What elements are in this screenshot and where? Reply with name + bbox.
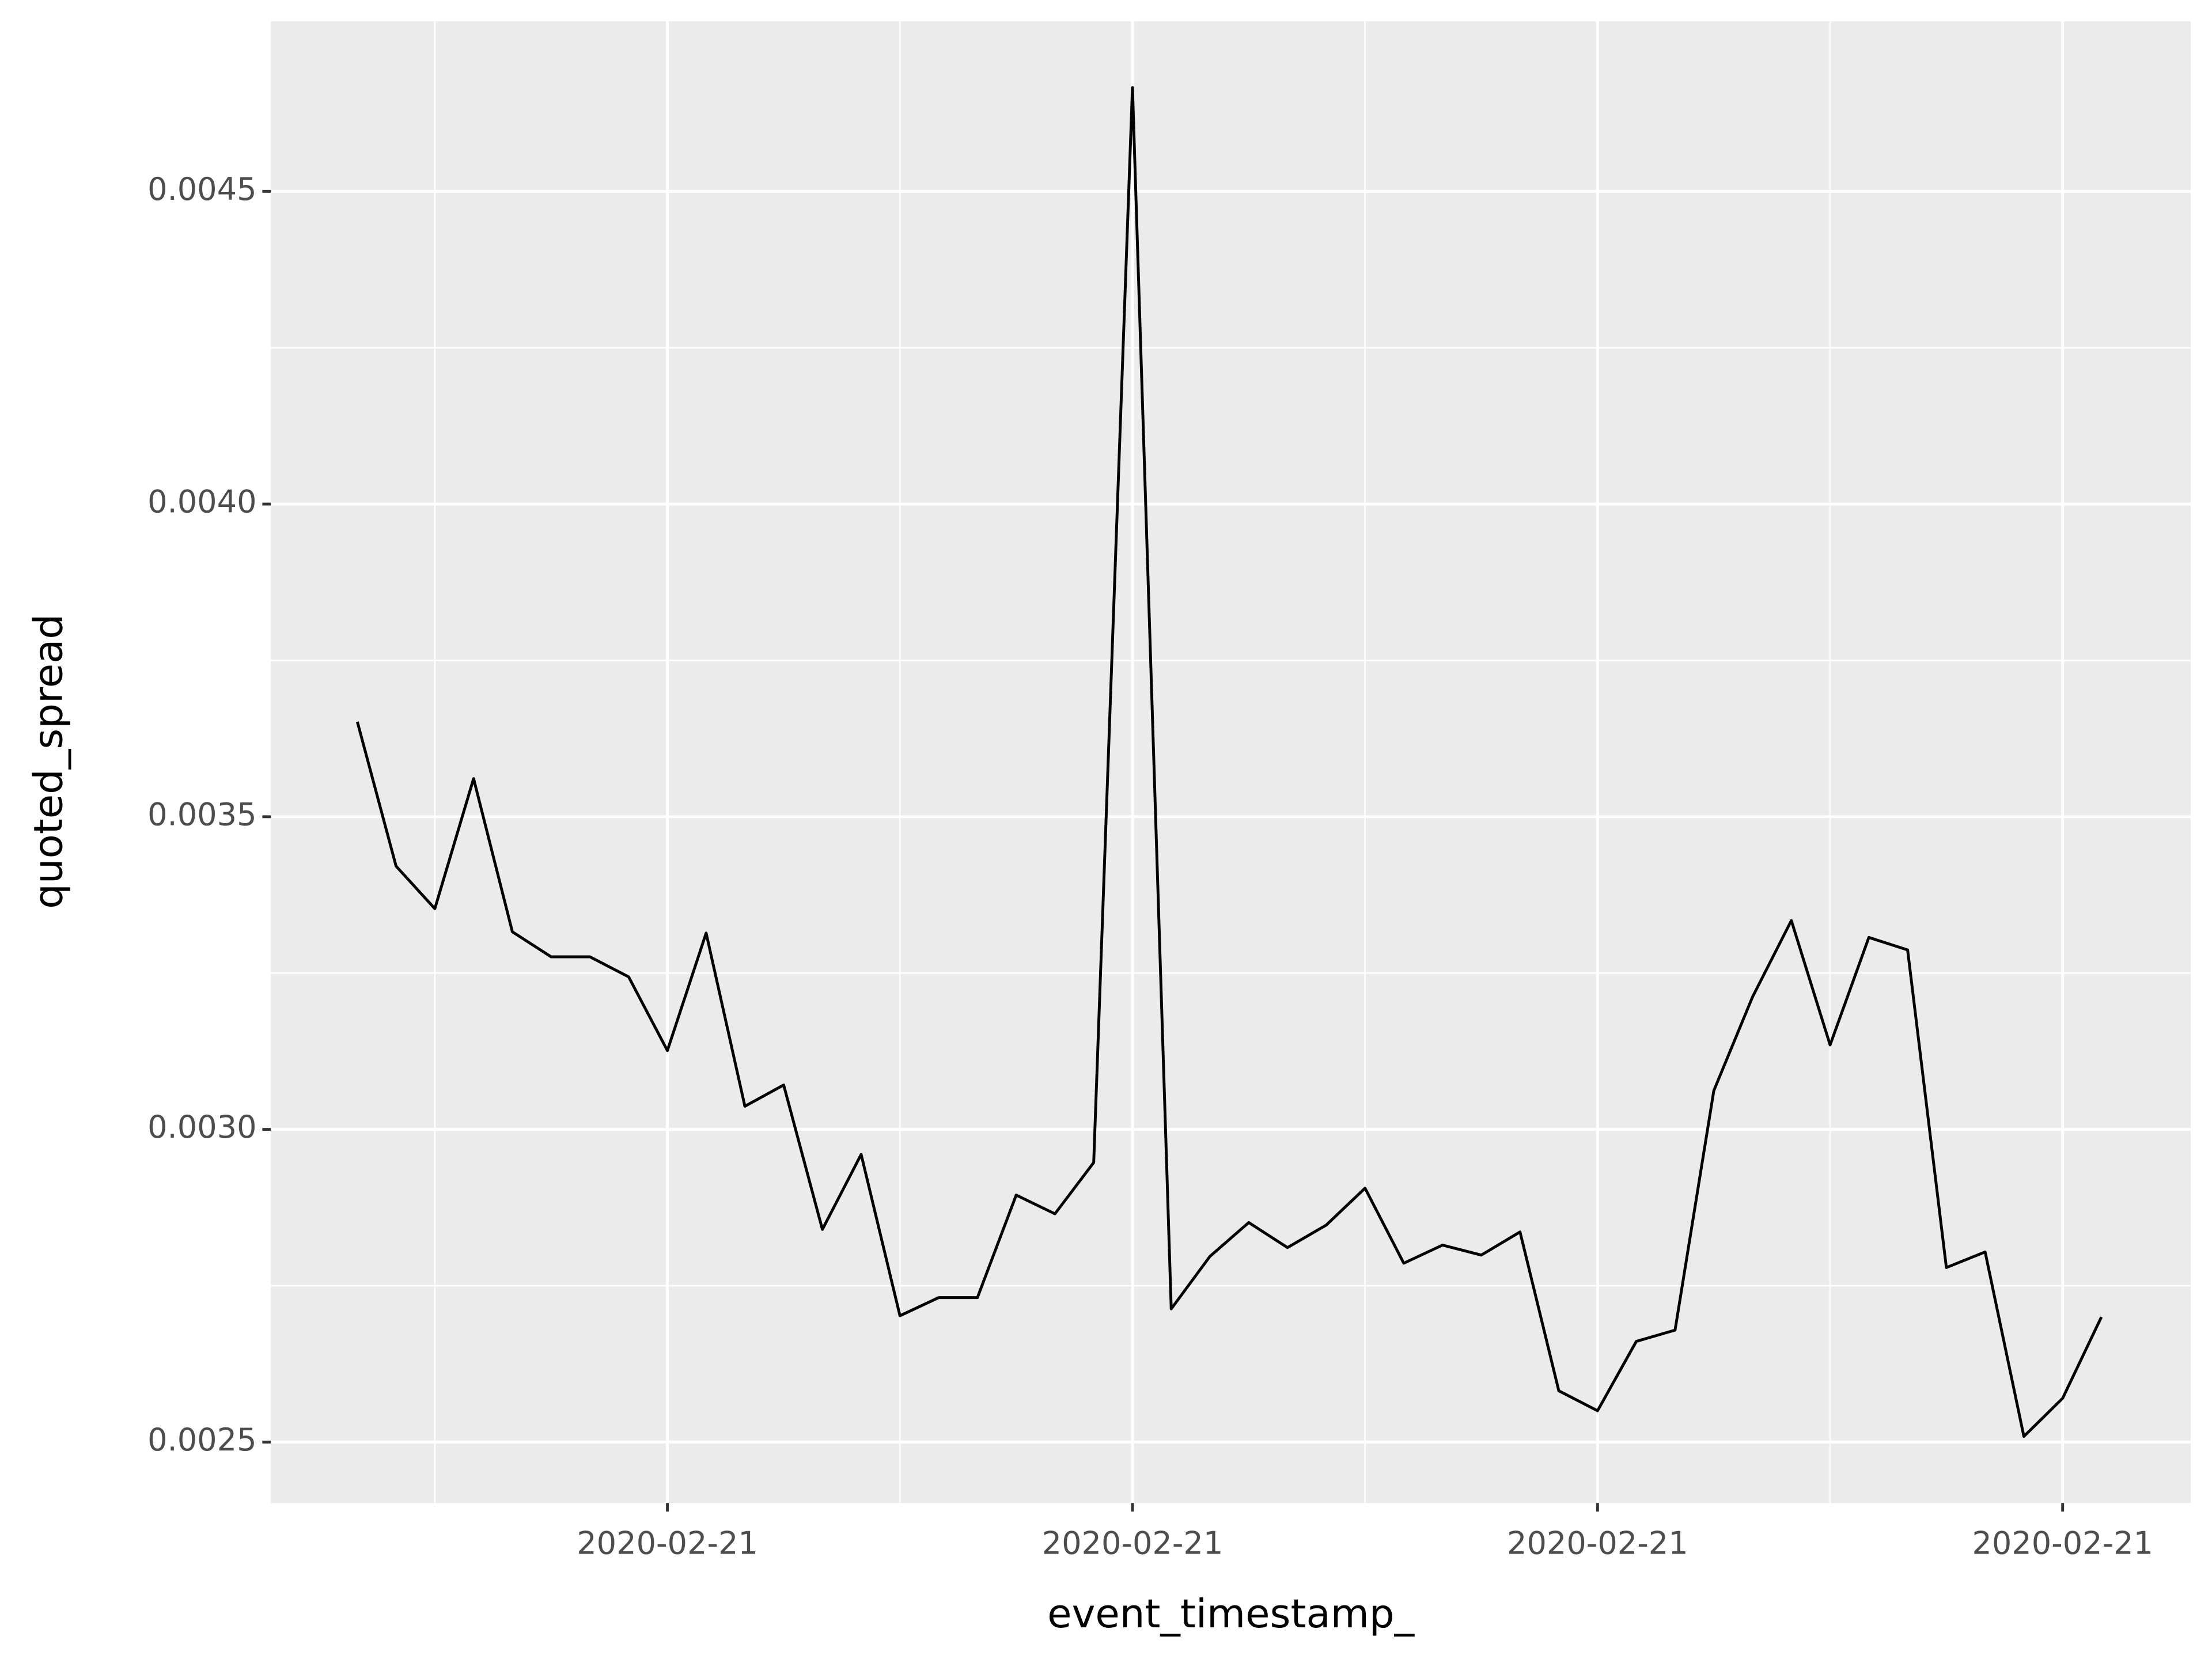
- marks: [355, 86, 2103, 1438]
- labels: 0.0025 0.0030 0.0035 0.0040 0.0045 2020-02-21…: [147, 171, 2153, 1562]
- y-axis-title: quoted_spread: [26, 614, 72, 909]
- y-tick-label: 0.0040: [147, 484, 256, 520]
- x-tick-label: 2020-02-21: [1507, 1525, 1688, 1562]
- y-tick-label: 0.0035: [147, 796, 256, 832]
- x-tick-label: 2020-02-21: [577, 1525, 758, 1562]
- x-tick-label: 2020-02-21: [1972, 1525, 2153, 1562]
- y-tick-label: 0.0030: [147, 1109, 256, 1145]
- panel: [271, 21, 2191, 1503]
- grid: [271, 21, 2191, 1503]
- y-tick-label: 0.0045: [147, 171, 256, 207]
- x-tick-label: 2020-02-21: [1042, 1525, 1224, 1562]
- x-axis-title: event_timestamp_: [1047, 1591, 1415, 1637]
- data-line: [355, 86, 2103, 1438]
- y-tick-label: 0.0025: [147, 1422, 256, 1458]
